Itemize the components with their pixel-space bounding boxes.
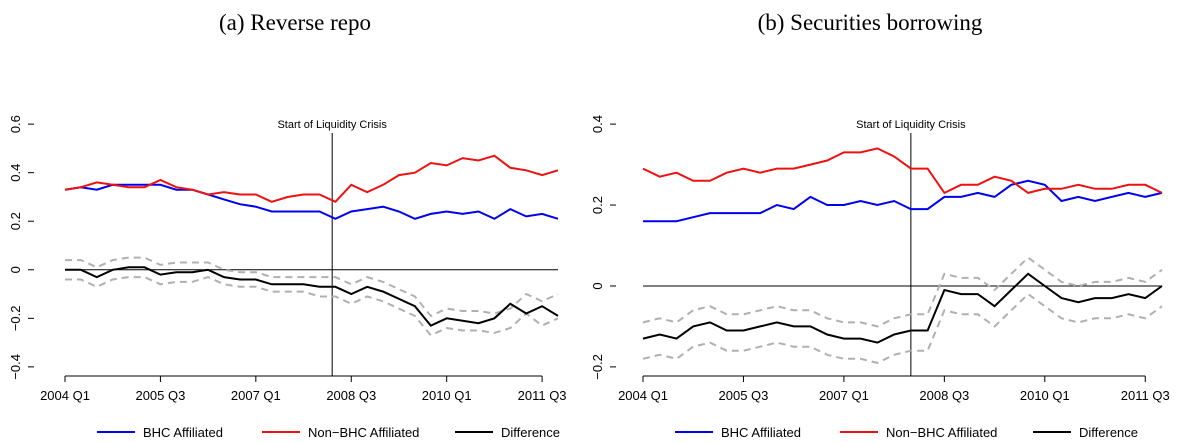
y-tick-label: 0.4 [590,115,605,133]
x-tick-label: 2010 Q1 [422,388,472,403]
ci-line [642,256,1163,328]
x-tick-label: 2007 Q1 [231,388,281,403]
series-line [643,179,1163,223]
legend-label: BHC Affiliated [143,425,223,440]
y-tick-label: 0 [590,282,605,289]
annotation: Start of Liquidity Crisis [856,119,966,131]
legend-label: BHC Affiliated [721,425,801,440]
y-tick-label: 0 [8,266,23,273]
series-line [64,183,559,220]
x-tick-label: 2005 Q3 [135,388,185,403]
series-line [64,154,559,204]
series-line [642,272,1163,344]
x-tick-label: 2007 Q1 [819,388,869,403]
ci-line [642,292,1163,364]
series-line [642,147,1163,195]
x-tick-label: 2008 Q3 [326,388,376,403]
y-tick-label: 0.2 [8,212,23,230]
legend-label: Difference [501,425,560,440]
x-tick-label: 2010 Q1 [1020,388,1070,403]
y-tick-label: 0.4 [8,164,23,182]
y-tick-label: 0.6 [8,115,23,133]
x-tick-label: 2011 Q3 [518,388,567,403]
legend-label: Non−BHC Affiliated [886,425,997,440]
legend-label: Non−BHC Affiliated [308,425,419,440]
panel-title: (a) Reverse repo [219,10,371,35]
series-line [65,266,559,327]
y-tick-label: −0.2 [8,305,23,331]
y-tick-label: 0.2 [590,196,605,214]
x-tick-label: 2011 Q3 [1121,388,1170,403]
y-tick-label: −0.2 [590,354,605,380]
ci-line [65,256,559,318]
x-tick-label: 2004 Q1 [40,388,90,403]
annotation: Start of Liquidity Crisis [277,119,387,131]
ci-line [65,276,559,337]
x-tick-label: 2005 Q3 [719,388,769,403]
y-tick-label: −0.4 [8,354,23,380]
x-tick-label: 2004 Q1 [618,388,668,403]
legend-label: Difference [1079,425,1138,440]
x-tick-label: 2008 Q3 [919,388,969,403]
panel-title: (b) Securities borrowing [758,10,983,35]
